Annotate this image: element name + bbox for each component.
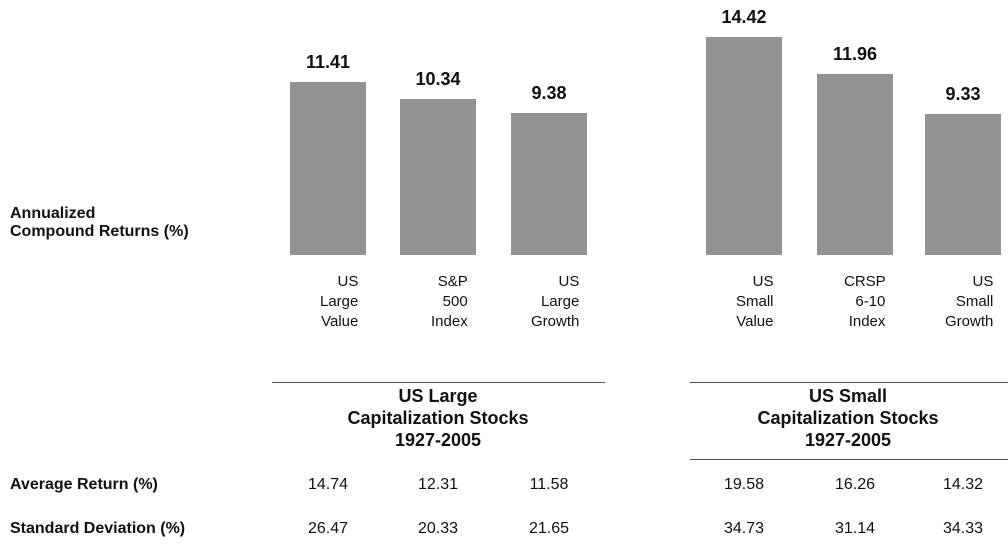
category-label: US Small Growth xyxy=(945,273,994,330)
group-title-line: 1927-2005 xyxy=(804,430,892,450)
group-title-line: US Small xyxy=(808,386,888,406)
value-label: 9.38 xyxy=(531,83,567,104)
bar xyxy=(925,113,1001,255)
group-title-line: Capitalization Stocks xyxy=(347,408,529,428)
table-cell: 14.32 xyxy=(942,476,984,493)
group-title-line: Capitalization Stocks xyxy=(757,408,939,428)
group-title-line: 1927-2005 xyxy=(394,430,482,450)
y-label: Annualized Compound Returns (%) xyxy=(10,205,189,241)
table-cell: 12.31 xyxy=(417,476,459,493)
table-cell: 34.73 xyxy=(723,520,765,537)
bar xyxy=(706,36,782,255)
row-label: Standard Deviation (%) xyxy=(10,520,186,537)
bar xyxy=(400,98,476,255)
category-label: S&P 500 Index xyxy=(431,273,468,330)
divider xyxy=(690,459,1008,460)
table-cell: 19.58 xyxy=(723,476,765,493)
bar xyxy=(511,113,587,255)
table-cell: 16.26 xyxy=(834,476,876,493)
table-cell: 14.74 xyxy=(307,476,349,493)
table-cell: 26.47 xyxy=(307,520,349,537)
value-label: 14.42 xyxy=(721,6,767,27)
y-label-line: Compound Returns (%) xyxy=(10,223,189,240)
table-cell: 20.33 xyxy=(417,520,459,537)
value-label: 11.41 xyxy=(305,52,351,73)
table-cell: 34.33 xyxy=(942,520,984,537)
bar xyxy=(817,74,893,255)
category-label: CRSP 6-10 Index xyxy=(844,273,886,330)
divider xyxy=(272,382,605,383)
value-label: 9.33 xyxy=(945,83,981,104)
category-label: US Small Value xyxy=(736,273,774,330)
table-cell: 31.14 xyxy=(834,520,876,537)
value-label: 10.34 xyxy=(415,68,461,89)
group-title-line: US Large xyxy=(398,386,478,406)
divider xyxy=(690,382,1008,383)
bar xyxy=(290,82,366,255)
y-label-line: Annualized xyxy=(10,205,96,222)
group-title: US Small Capitalization Stocks 1927-2005 xyxy=(688,385,1008,451)
value-label: 11.96 xyxy=(832,44,878,65)
table-cell: 11.58 xyxy=(529,476,569,493)
category-label: US Large Growth xyxy=(531,273,580,330)
category-label: US Large Value xyxy=(320,273,359,330)
table-cell: 21.65 xyxy=(528,520,570,537)
group-title: US Large Capitalization Stocks 1927-2005 xyxy=(278,385,598,451)
row-label: Average Return (%) xyxy=(10,476,158,493)
